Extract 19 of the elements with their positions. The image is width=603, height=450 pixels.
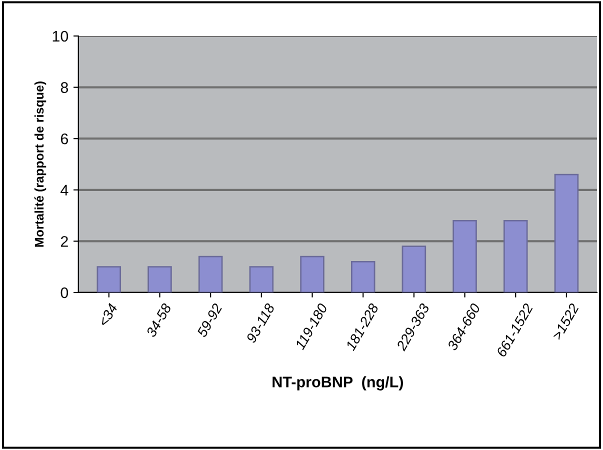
y-tick-label: 4 bbox=[60, 184, 68, 196]
bar bbox=[503, 220, 528, 292]
bar bbox=[198, 256, 223, 292]
y-tick-label: 10 bbox=[52, 30, 68, 42]
bar bbox=[452, 220, 477, 292]
y-axis-title: Mortalité (rapport de risque) bbox=[34, 82, 46, 247]
bar bbox=[300, 256, 324, 292]
bar bbox=[148, 266, 172, 292]
y-tick-label: 0 bbox=[60, 287, 68, 298]
x-tick-label: <34 bbox=[98, 302, 118, 327]
y-tick-label: 8 bbox=[60, 82, 68, 93]
y-tick-label: 2 bbox=[60, 236, 68, 247]
bar bbox=[249, 266, 274, 292]
bar bbox=[402, 246, 426, 292]
bar bbox=[96, 266, 122, 292]
x-axis-title: NT-proBNP (ng/L) bbox=[272, 376, 403, 390]
bar bbox=[350, 261, 376, 292]
y-tick-label: 6 bbox=[60, 133, 68, 144]
bar bbox=[554, 174, 579, 292]
